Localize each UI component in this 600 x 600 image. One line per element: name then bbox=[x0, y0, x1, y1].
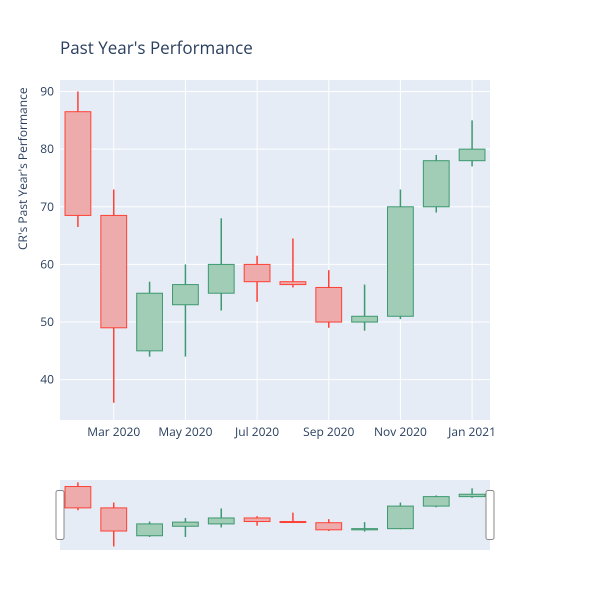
svg-text:60: 60 bbox=[40, 255, 54, 272]
svg-text:80: 80 bbox=[40, 140, 54, 157]
svg-text:May 2020: May 2020 bbox=[158, 423, 212, 440]
svg-text:50: 50 bbox=[40, 313, 54, 330]
candlestick-chart[interactable]: 405060708090Mar 2020May 2020Jul 2020Sep … bbox=[60, 80, 490, 460]
svg-text:40: 40 bbox=[40, 371, 54, 388]
svg-text:70: 70 bbox=[40, 198, 54, 215]
chart-title: Past Year's Performance bbox=[60, 36, 253, 59]
svg-text:Jan 2021: Jan 2021 bbox=[447, 423, 496, 440]
svg-text:Mar 2020: Mar 2020 bbox=[87, 423, 140, 440]
main-plot-area: 405060708090Mar 2020May 2020Jul 2020Sep … bbox=[60, 80, 490, 420]
y-axis-label: CR's Past Year's Performance bbox=[14, 87, 31, 250]
range-slider-area[interactable] bbox=[60, 480, 490, 550]
svg-text:Nov 2020: Nov 2020 bbox=[374, 423, 427, 440]
svg-text:Jul 2020: Jul 2020 bbox=[234, 423, 279, 440]
svg-text:90: 90 bbox=[40, 83, 54, 100]
range-slider-chart[interactable] bbox=[60, 480, 490, 550]
svg-text:Sep 2020: Sep 2020 bbox=[303, 423, 354, 440]
